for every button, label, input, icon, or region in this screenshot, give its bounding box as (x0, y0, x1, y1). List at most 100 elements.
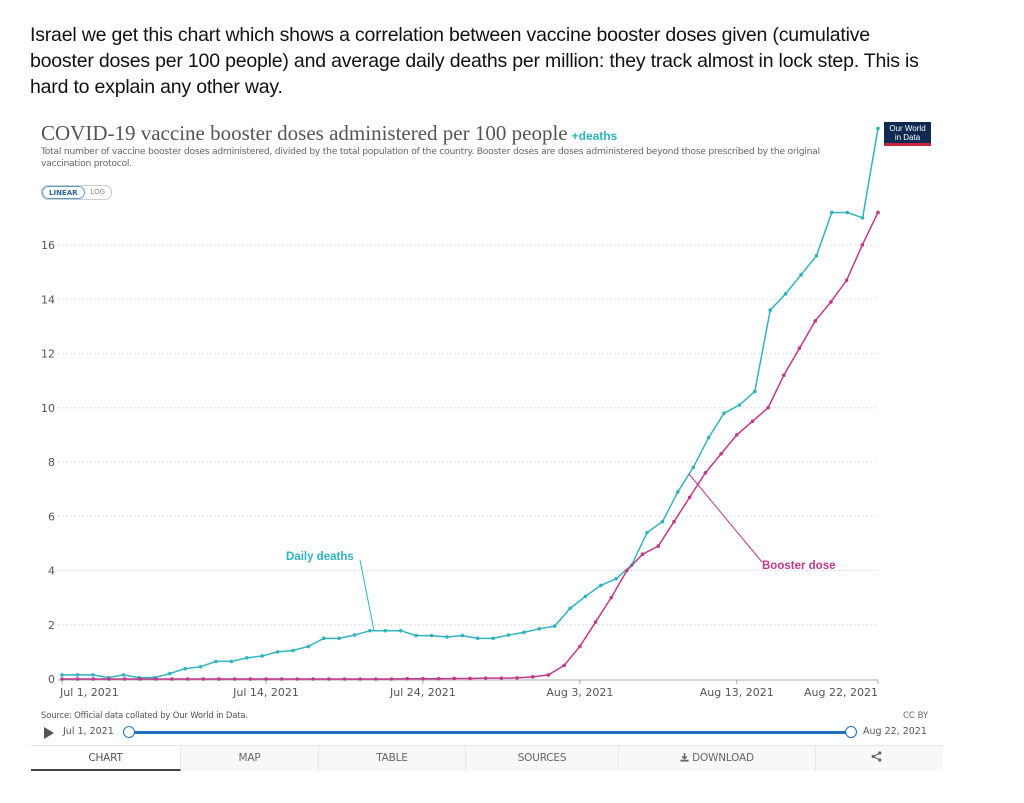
booster-data-point (656, 544, 661, 548)
booster-data-point (138, 677, 143, 681)
tab-map-label: MAP (238, 752, 261, 764)
booster-data-point (468, 676, 472, 681)
booster-data-point (640, 552, 645, 557)
booster-data-point (876, 210, 880, 215)
booster-data-point (279, 677, 284, 681)
share-icon (871, 751, 881, 762)
deaths-series-line (62, 128, 879, 679)
logo-line1: Our World (889, 124, 926, 133)
deaths-data-point (737, 403, 742, 407)
y-tick-label: 14 (41, 293, 55, 306)
x-tick-label: Jul 1, 2021 (59, 686, 119, 699)
timeline-end-handle[interactable] (845, 726, 857, 738)
booster-data-point (562, 663, 566, 668)
booster-data-point (295, 677, 300, 681)
deaths-data-point (676, 490, 680, 494)
owid-logo[interactable]: Our World in Data (884, 122, 931, 146)
deaths-data-point (491, 636, 495, 641)
booster-data-point (389, 677, 394, 681)
booster-data-point (60, 677, 64, 681)
deaths-data-point (830, 210, 834, 215)
booster-data-point (829, 300, 833, 304)
booster-data-point (358, 677, 362, 681)
deaths-data-point (214, 659, 218, 664)
booster-data-point (122, 677, 127, 681)
tab-share[interactable] (816, 746, 936, 771)
deaths-data-point (799, 273, 803, 277)
tab-bar: CHART MAP TABLE SOURCES DOWNLOAD (31, 745, 943, 771)
tab-map[interactable]: MAP (181, 746, 319, 771)
deaths-data-point (337, 636, 341, 641)
tab-download-label: DOWNLOAD (692, 752, 754, 764)
tab-table[interactable]: TABLE (319, 746, 466, 771)
booster-data-point (719, 452, 723, 456)
deaths-data-point (691, 465, 696, 470)
scale-log-button[interactable]: LOG (90, 188, 106, 196)
deaths-data-point (722, 411, 726, 415)
booster-data-point (311, 677, 315, 681)
license-label[interactable]: CC BY (903, 711, 929, 721)
scale-linear-button[interactable]: LINEAR (42, 186, 85, 199)
booster-data-point (483, 676, 488, 680)
play-icon[interactable] (44, 727, 54, 739)
deaths-data-point (706, 435, 711, 440)
deaths-data-point (552, 624, 557, 628)
deaths-data-point (229, 659, 234, 664)
daily-deaths-pointer (359, 559, 375, 631)
deaths-data-point (876, 126, 880, 131)
deaths-data-point (429, 633, 434, 638)
deaths-data-point (860, 216, 865, 220)
booster-pointer (688, 473, 763, 563)
y-tick-label: 2 (48, 619, 55, 632)
deaths-data-point (522, 630, 526, 635)
booster-data-point (578, 644, 582, 649)
deaths-data-point (368, 628, 372, 633)
y-tick-label: 10 (41, 402, 55, 415)
deaths-data-point (275, 650, 280, 654)
timeline: Jul 1, 2021 Aug 22, 2021 (41, 725, 941, 741)
booster-data-point (734, 433, 739, 437)
deaths-data-point (75, 673, 80, 677)
tab-chart[interactable]: CHART (31, 746, 181, 771)
booster-data-point (326, 677, 331, 681)
deaths-data-point (183, 666, 187, 671)
deaths-data-point (398, 628, 403, 633)
y-tick-label: 4 (48, 565, 55, 578)
booster-data-point (515, 676, 519, 680)
y-tick-label: 0 (48, 673, 55, 686)
timeline-start-handle[interactable] (123, 726, 135, 738)
deaths-data-point (753, 389, 757, 394)
deaths-data-point (583, 594, 588, 599)
booster-data-point (797, 346, 802, 350)
deaths-data-point (845, 210, 850, 215)
tab-download[interactable]: DOWNLOAD (619, 746, 816, 771)
booster-data-point (609, 595, 614, 600)
source-note: Source: Official data collated by Our Wo… (41, 711, 248, 721)
x-tick-label: Jul 14, 2021 (232, 686, 299, 699)
booster-data-point (499, 676, 504, 680)
booster-data-point (546, 673, 551, 677)
booster-data-point (813, 319, 818, 323)
daily-deaths-annotation: Daily deaths (286, 551, 354, 563)
x-tick-label: Jul 24, 2021 (389, 686, 456, 699)
deaths-data-point (198, 664, 203, 669)
booster-series-line (62, 212, 879, 680)
scale-toggle[interactable]: LINEAR LOG (41, 185, 113, 200)
booster-data-point (687, 495, 692, 500)
booster-data-point (593, 620, 598, 624)
timeline-track[interactable] (129, 731, 851, 734)
booster-data-point (75, 677, 80, 681)
booster-data-point (672, 519, 676, 524)
deaths-data-point (645, 530, 649, 535)
booster-data-point (625, 568, 629, 573)
tab-sources-label: SOURCES (517, 752, 567, 764)
booster-dose-annotation: Booster dose (762, 560, 836, 572)
tab-sources[interactable]: SOURCES (466, 746, 619, 771)
booster-data-point (703, 471, 708, 475)
timeline-end-label: Aug 22, 2021 (863, 726, 927, 737)
booster-data-point (264, 677, 268, 681)
deaths-data-point (445, 635, 449, 639)
deaths-data-point (768, 308, 773, 312)
deaths-data-point (167, 671, 172, 676)
y-tick-label: 8 (48, 456, 55, 469)
